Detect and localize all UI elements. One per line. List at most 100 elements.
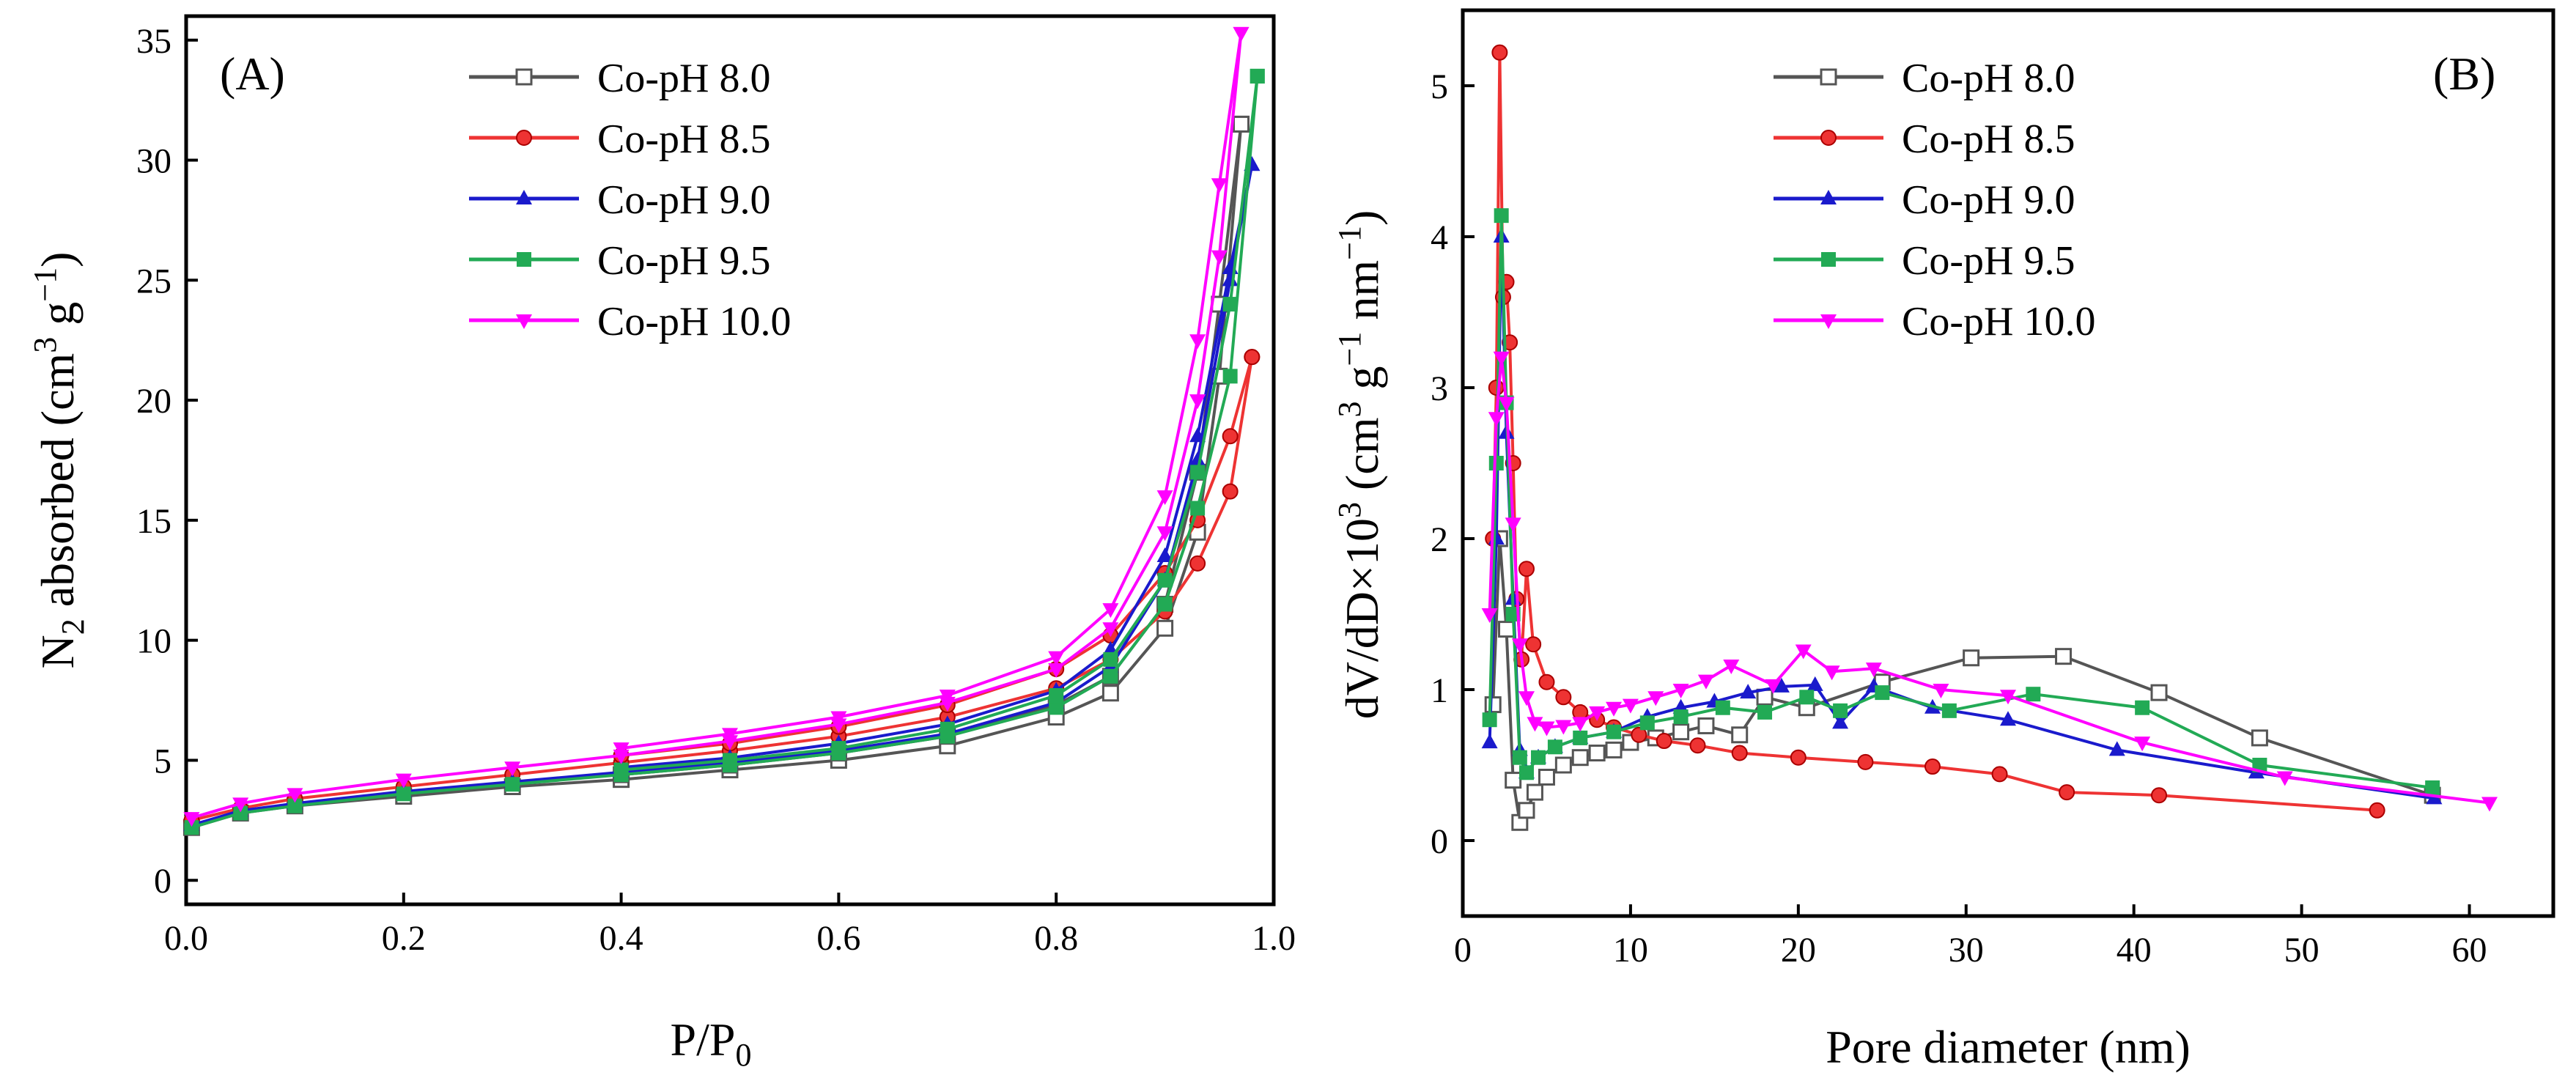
data-point [1672, 723, 1690, 741]
series-line [1491, 538, 2433, 827]
y-tick-label: 35 [136, 22, 171, 61]
data-point [1049, 688, 1064, 704]
axis-ticks-a: 0.0 0.2 0.4 0.6 0.8 1.0 0 5 10 15 20 25 30 35 [136, 22, 1296, 958]
data-point [2251, 729, 2268, 747]
y-tick-label: 25 [136, 262, 171, 300]
data-point [1731, 726, 1749, 744]
data-point [2425, 780, 2440, 795]
x-tick-label: 60 [2452, 931, 2487, 970]
data-point [1715, 700, 1730, 715]
y-tick-label: 4 [1431, 218, 1448, 257]
data-point [1048, 662, 1065, 678]
desorption-line [621, 356, 1254, 757]
data-point [2481, 797, 2498, 812]
data-point [1572, 717, 1589, 732]
desorption-line [621, 75, 1259, 772]
legend-marker [1820, 130, 1837, 146]
data-point [1156, 526, 1173, 542]
legend-label: Co-pH 9.5 [597, 238, 770, 284]
data-point [233, 805, 248, 821]
data-point [2369, 802, 2385, 819]
panel-label-a: (A) [220, 48, 285, 100]
data-point [1103, 668, 1118, 684]
x-axis-label-b: Pore diameter (nm) [1826, 1021, 2191, 1073]
data-point [1157, 597, 1173, 612]
data-point [1963, 649, 1980, 667]
data-point [1833, 703, 1848, 718]
x-tick-label: 0.6 [816, 919, 860, 958]
data-point [1103, 651, 1118, 667]
data-point [2135, 700, 2150, 715]
data-point [1505, 517, 1521, 533]
data-point [1498, 621, 1516, 638]
x-tick-label: 0.8 [1034, 919, 1078, 958]
data-point [1481, 734, 1498, 749]
data-point [722, 728, 738, 743]
data-point [1773, 677, 1790, 693]
desorption-line [621, 164, 1254, 769]
data-point [1482, 712, 1497, 728]
data-point [1525, 636, 1542, 653]
data-point [1606, 724, 1622, 739]
data-point [1156, 490, 1173, 506]
y-tick-label: 3 [1431, 369, 1448, 408]
data-point [1157, 572, 1173, 588]
series-co-ph-9-5 [184, 68, 1265, 835]
data-point [723, 753, 737, 768]
data-point [1484, 696, 1502, 714]
data-point [1222, 428, 1239, 445]
data-point [1631, 726, 1647, 743]
legend-marker [517, 252, 531, 267]
data-point [1156, 619, 1174, 637]
data-point [1189, 451, 1206, 466]
series-co-ph-10-0 [183, 26, 1250, 827]
legend-label: Co-pH 9.5 [1902, 238, 2075, 284]
data-point [1190, 465, 1206, 480]
data-point [1823, 665, 1840, 681]
data-point [1697, 717, 1715, 734]
data-point [1689, 737, 1706, 754]
x-tick-label: 50 [2284, 931, 2319, 970]
legend-label: Co-pH 8.5 [1902, 117, 2075, 162]
data-point [1211, 250, 1228, 265]
data-point [1605, 741, 1623, 758]
y-axis-label-a: N2 absorbed (cm3 g−1) [27, 252, 91, 669]
legend-label: Co-pH 9.0 [1902, 177, 2075, 223]
data-point [1049, 700, 1064, 715]
data-point [1731, 745, 1748, 761]
data-point [830, 711, 847, 726]
y-tick-label: 0 [154, 862, 171, 901]
x-tick-label: 40 [2116, 931, 2152, 970]
data-point [1790, 749, 1806, 766]
data-point [2108, 741, 2125, 756]
data-point [1222, 369, 1238, 384]
data-point [1222, 297, 1238, 312]
series-a [182, 26, 1265, 836]
data-point [1518, 561, 1535, 577]
x-tick-label: 30 [1949, 931, 1984, 970]
data-point [1189, 334, 1206, 350]
x-tick-label: 20 [1781, 931, 1816, 970]
data-point [505, 777, 520, 792]
data-point [2276, 771, 2293, 786]
data-point [1740, 684, 1757, 699]
data-point [1555, 720, 1572, 735]
data-point [1757, 704, 1773, 720]
legend-label: Co-pH 8.5 [597, 117, 770, 162]
data-point [1672, 684, 1689, 698]
legend-label: Co-pH 9.0 [597, 177, 770, 223]
data-point [1494, 208, 1509, 224]
data-point [1941, 703, 1957, 718]
legend-label: Co-pH 10.0 [597, 299, 791, 344]
series-b [1481, 44, 2498, 831]
data-point [2026, 687, 2041, 702]
data-point [1189, 427, 1206, 443]
x-tick-label: 0.2 [382, 919, 426, 958]
data-point [939, 690, 956, 705]
legend-a: Co-pH 8.0 Co-pH 8.5 Co-pH 9.0 Co-pH 9.5 Co-p… [469, 56, 791, 344]
data-point [1656, 733, 1672, 750]
data-point [1102, 603, 1119, 619]
data-point [1799, 690, 1815, 705]
data-point [1156, 547, 1173, 563]
